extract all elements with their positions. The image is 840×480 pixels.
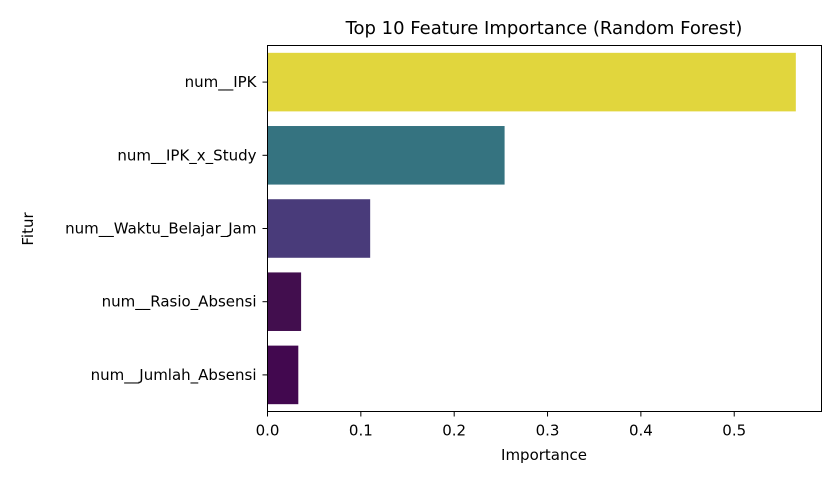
plot-frame xyxy=(267,45,822,412)
x-tick-label: 0.5 xyxy=(722,422,746,440)
x-axis-ticks: 0.0 0.1 0.2 0.3 0.4 0.5 xyxy=(256,411,746,440)
y-tick-label: num__Jumlah_Absensi xyxy=(91,366,257,385)
bar-num-waktu-belajar-jam xyxy=(267,199,371,258)
y-tick-label: num__IPK_x_Study xyxy=(117,146,256,165)
bar-num-ipk xyxy=(267,52,796,112)
y-axis-ticks: num__IPK num__IPK_x_Study num__Waktu_Belaj… xyxy=(65,73,268,385)
x-tick-label: 0.0 xyxy=(256,422,280,440)
bar-num-rasio-absensi xyxy=(267,272,302,331)
bar-num-ipk-x-study xyxy=(267,126,505,185)
chart-title: Top 10 Feature Importance (Random Forest… xyxy=(345,18,743,39)
y-tick-label: num__IPK xyxy=(185,73,258,92)
y-axis-label: Fitur xyxy=(19,212,37,246)
x-tick-label: 0.4 xyxy=(629,422,653,440)
y-tick-label: num__Rasio_Absensi xyxy=(102,293,257,312)
x-tick-label: 0.3 xyxy=(536,422,560,440)
x-axis-label: Importance xyxy=(501,446,587,464)
x-tick-label: 0.2 xyxy=(442,422,466,440)
y-tick-label: num__Waktu_Belajar_Jam xyxy=(65,220,256,239)
x-tick-label: 0.1 xyxy=(349,422,373,440)
bars-group xyxy=(267,52,796,405)
bar-num-jumlah-absensi xyxy=(267,345,299,405)
